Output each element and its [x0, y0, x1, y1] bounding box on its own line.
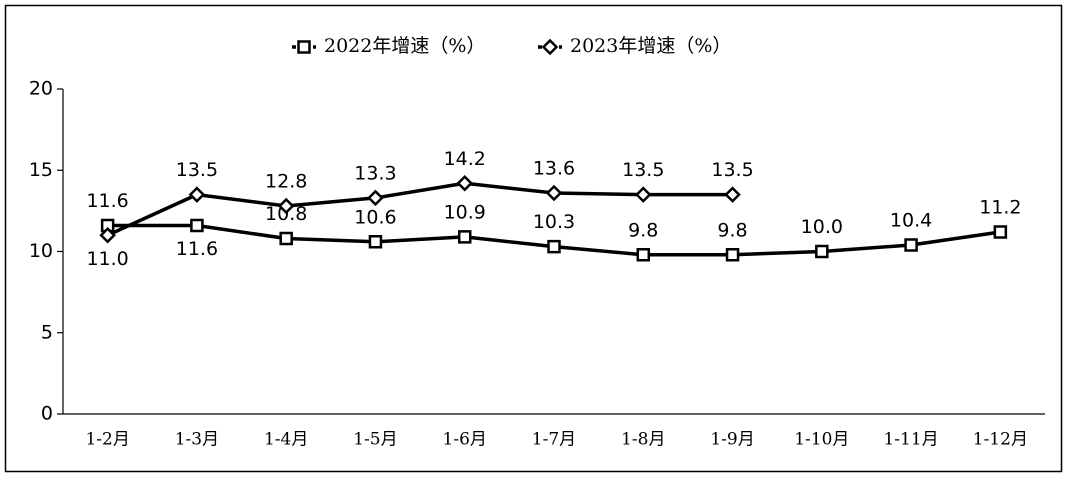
data-point	[904, 238, 918, 252]
data-point	[367, 189, 384, 207]
x-tick-label: 1-7月	[532, 430, 576, 450]
data-label: 11.2	[979, 197, 1021, 219]
y-tick-label: 15	[29, 159, 53, 181]
data-label: 13.5	[622, 159, 664, 181]
x-tick-label: 1-8月	[621, 430, 665, 450]
data-label: 9.8	[717, 219, 747, 241]
y-tick-label: 5	[41, 321, 53, 343]
x-tick-label: 1-11月	[883, 430, 938, 450]
data-label: 13.5	[711, 159, 753, 181]
data-point	[545, 184, 563, 202]
x-tick-label: 1-4月	[264, 430, 308, 450]
data-point	[188, 186, 206, 203]
x-tick-label: 1-12月	[973, 430, 1028, 450]
y-tick-label: 0	[41, 403, 53, 425]
x-tick-label: 1-10月	[794, 430, 849, 450]
data-label: 9.8	[628, 219, 658, 241]
data-point	[190, 218, 204, 233]
data-point	[636, 248, 651, 262]
x-tick-label: 1-5月	[353, 430, 397, 450]
data-label: 10.9	[444, 201, 486, 223]
legend-marker	[541, 38, 559, 56]
data-label: 10.4	[890, 210, 932, 232]
legend-label: 2022年增速（%）	[324, 35, 485, 57]
legend-marker	[297, 40, 311, 54]
data-point	[725, 248, 740, 262]
data-label: 10.0	[801, 216, 843, 238]
data-label: 13.3	[354, 162, 396, 184]
data-point	[456, 174, 473, 192]
legend-label: 2023年增速（%）	[570, 35, 731, 57]
x-tick-label: 1-3月	[175, 430, 219, 450]
x-tick-label: 1-9月	[710, 430, 754, 450]
x-tick-label: 1-2月	[85, 430, 129, 450]
y-tick-label: 20	[29, 78, 53, 100]
y-tick-label: 10	[29, 240, 53, 262]
data-label: 10.6	[354, 206, 396, 228]
data-point	[724, 186, 741, 203]
data-label: 11.0	[86, 248, 128, 270]
data-point	[635, 186, 652, 203]
x-tick-label: 1-6月	[443, 430, 487, 450]
data-label: 13.5	[176, 159, 218, 181]
data-label: 12.8	[265, 171, 307, 193]
data-point	[815, 244, 829, 259]
series-line	[106, 181, 733, 237]
data-point	[547, 239, 561, 254]
frame	[4, 4, 1063, 473]
data-point	[99, 226, 116, 244]
data-point	[279, 231, 293, 246]
data-label: 11.6	[86, 190, 128, 212]
data-point	[993, 225, 1008, 239]
data-point	[277, 197, 295, 215]
data-label: 14.2	[444, 148, 486, 170]
data-label: 11.6	[176, 238, 218, 260]
data-point	[368, 235, 383, 249]
data-label: 10.3	[533, 211, 575, 233]
data-label: 13.6	[533, 158, 575, 180]
data-point	[457, 230, 472, 244]
